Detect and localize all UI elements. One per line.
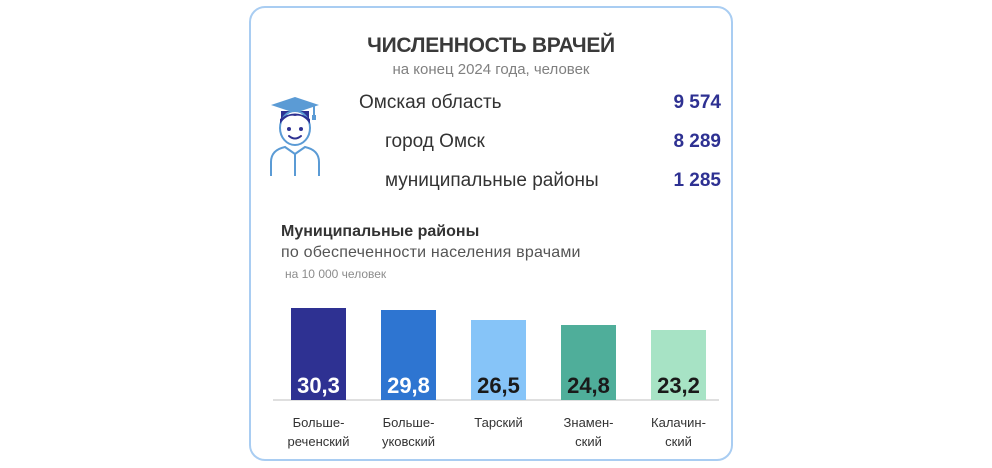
- infographic-subtitle: на конец 2024 года, человек: [392, 61, 590, 78]
- infographic-card: ЧИСЛЕННОСТЬ ВРАЧЕЙ на конец 2024 года, ч…: [249, 6, 733, 461]
- section-title: Муниципальные районы: [281, 223, 480, 240]
- bar: [471, 320, 526, 400]
- section-subtitle: по обеспеченности населения врачами: [281, 244, 581, 261]
- stat-row-region: Омская область 9 574: [351, 92, 721, 118]
- stat-row-city: город Омск 8 289: [351, 131, 721, 157]
- bar-value-label: 24,8: [567, 373, 610, 398]
- bar-chart: 30,3 Больше-реченский 29,8 Больше-уковский 2…: [273, 308, 719, 449]
- category-label: реченский: [288, 434, 350, 449]
- category-label: Тарский: [474, 415, 523, 430]
- bar-value-label: 30,3: [297, 373, 340, 398]
- stat-value: 9 574: [673, 92, 721, 113]
- section-note: на 10 000 человек: [285, 267, 387, 281]
- category-label: ский: [575, 434, 602, 449]
- category-label: уковский: [382, 434, 435, 449]
- category-label: Знамен-: [564, 415, 614, 430]
- bar-value-label: 29,8: [387, 373, 430, 398]
- category-label: ский: [665, 434, 692, 449]
- doctor-icon: [270, 97, 320, 176]
- bar-value-label: 23,2: [657, 373, 700, 398]
- bar: [651, 330, 706, 400]
- stat-row-districts: муниципальные районы 1 285: [351, 170, 721, 196]
- bar: [291, 308, 346, 400]
- bar: [561, 325, 616, 400]
- stat-label: Омская область: [359, 92, 502, 113]
- infographic-title: ЧИСЛЕННОСТЬ ВРАЧЕЙ: [367, 34, 615, 57]
- bar-value-label: 26,5: [477, 373, 520, 398]
- category-label: Калачин-: [651, 415, 706, 430]
- category-label: Больше-: [293, 415, 345, 430]
- stat-label: муниципальные районы: [385, 170, 599, 191]
- stat-value: 8 289: [673, 131, 721, 152]
- stat-value: 1 285: [673, 170, 721, 191]
- stat-label: город Омск: [385, 131, 485, 152]
- bar: [381, 310, 436, 400]
- category-label: Больше-: [383, 415, 435, 430]
